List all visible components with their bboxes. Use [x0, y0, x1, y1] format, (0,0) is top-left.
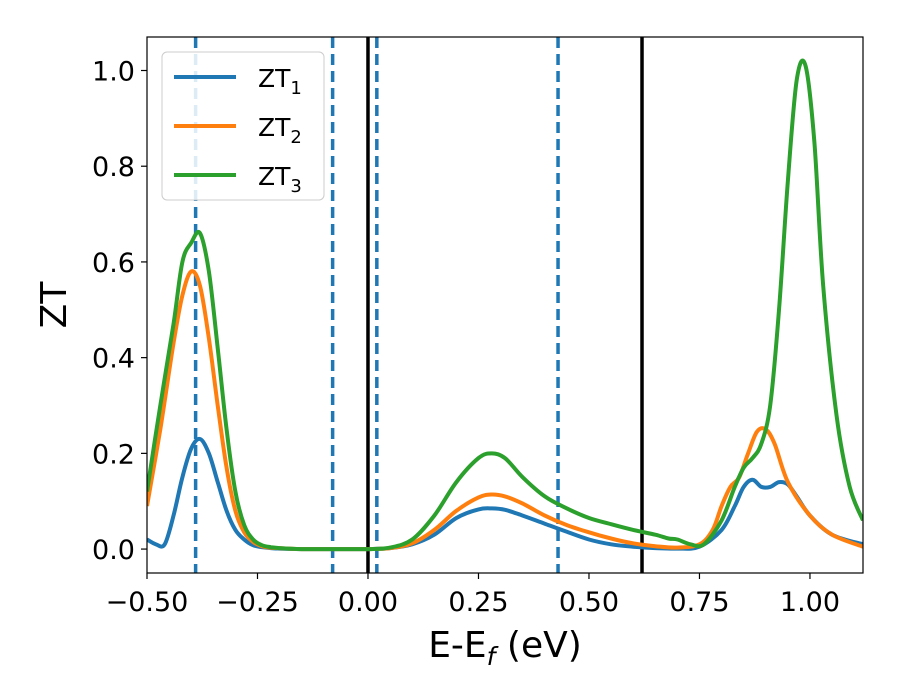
- series-lines: [147, 58, 863, 552]
- x-axis-label: E-Ef (eV): [428, 625, 582, 671]
- y-tick-label: 0.2: [92, 439, 135, 470]
- reference-lines: [193, 37, 644, 573]
- legend-label: ZT3: [258, 162, 302, 197]
- x-tick-label: 0.00: [338, 587, 398, 618]
- series-line-zt2: [147, 269, 863, 552]
- y-tick-label: 0.8: [92, 152, 135, 183]
- series-line-zt1: [147, 436, 863, 552]
- x-tick-label: 0.75: [669, 587, 729, 618]
- y-axis: 0.0 0.2 0.4 0.6 0.8 1.0: [92, 57, 147, 566]
- x-tick-label: 0.25: [448, 587, 508, 618]
- y-axis-label: ZT: [34, 281, 75, 329]
- x-tick-label: 0.50: [559, 587, 619, 618]
- x-tick-label: −0.50: [106, 587, 189, 618]
- x-tick-label: 1.00: [780, 587, 840, 618]
- legend: ZT1 ZT2 ZT3: [161, 51, 325, 201]
- y-tick-label: 0.6: [92, 248, 135, 279]
- y-tick-label: 0.4: [92, 344, 135, 375]
- y-tick-label: 0.0: [92, 535, 135, 566]
- legend-label: ZT1: [258, 64, 302, 99]
- x-tick-label: −0.25: [216, 587, 299, 618]
- x-axis: −0.50 −0.25 0.00 0.25 0.50 0.75 1.00: [106, 573, 840, 618]
- plot-frame: [146, 36, 864, 574]
- legend-box: [161, 51, 325, 201]
- series-line-zt3: [147, 58, 863, 552]
- legend-label: ZT2: [258, 113, 302, 148]
- y-tick-label: 1.0: [92, 57, 135, 88]
